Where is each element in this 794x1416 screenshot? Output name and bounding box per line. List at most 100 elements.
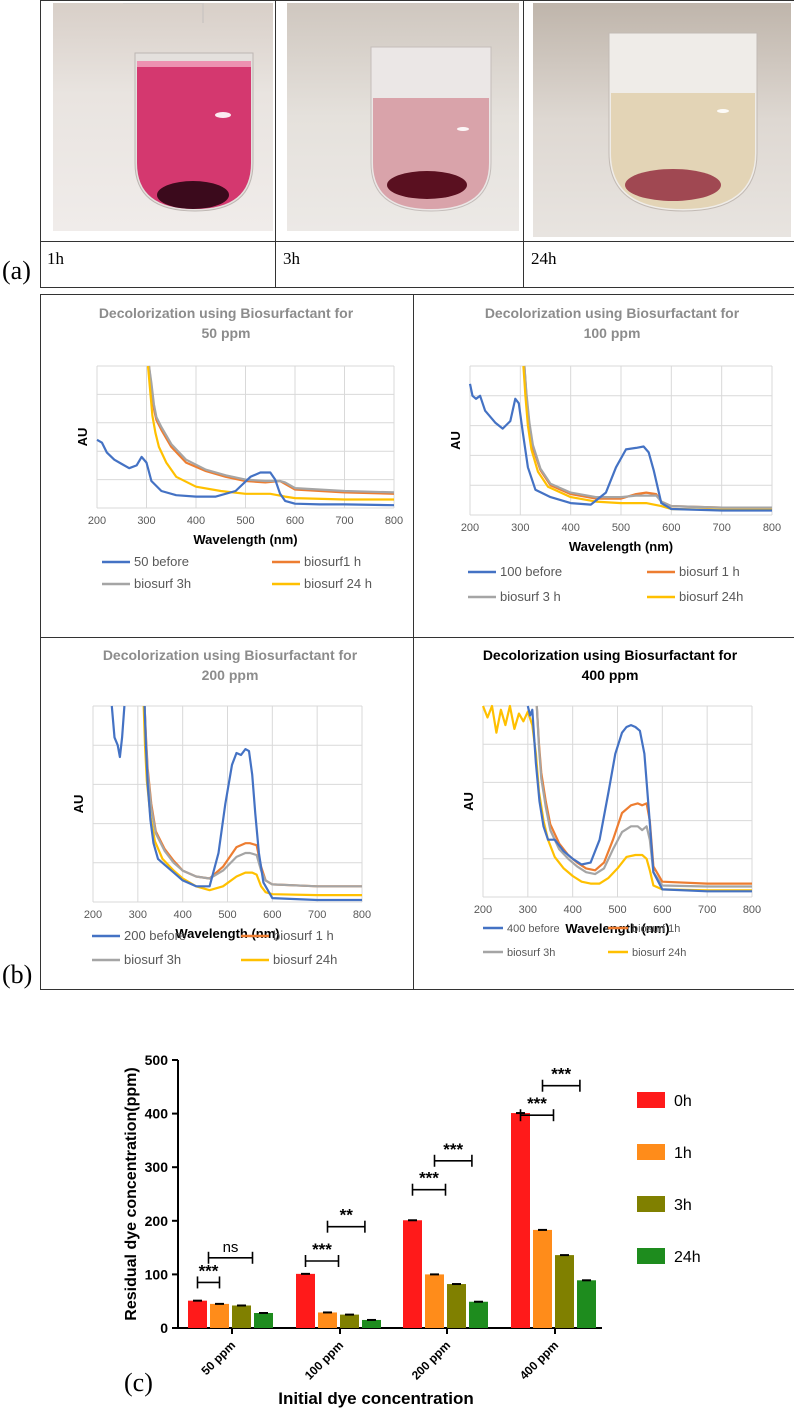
- tick-label: 200: [461, 522, 479, 534]
- caption-3h: 3h: [283, 249, 300, 268]
- tick-label: 500: [236, 515, 254, 527]
- panel-a-table: 1h 3h 24h: [40, 0, 794, 288]
- x-axis-label: Wavelength (nm): [569, 539, 673, 554]
- x-axis-label: Wavelength (nm): [175, 926, 279, 941]
- chart-subtitle: 200 ppm: [202, 667, 259, 683]
- tick-label: 500: [218, 909, 236, 921]
- y-tick-label: 300: [145, 1159, 169, 1175]
- tick-label: 700: [712, 522, 730, 534]
- tick-label: 500: [612, 522, 630, 534]
- panel-label-b: (b): [2, 960, 33, 989]
- tube-photo-3h: [287, 3, 519, 231]
- significance-label: ***: [527, 1094, 547, 1113]
- chart-subtitle: 400 ppm: [582, 667, 639, 683]
- tick-label: 700: [698, 904, 716, 916]
- series-line: [523, 365, 772, 509]
- series-line: [147, 365, 395, 494]
- legend-label: 400 before: [507, 923, 560, 935]
- series-line: [535, 705, 752, 888]
- series-line: [468, 383, 772, 512]
- bar: [469, 1301, 488, 1328]
- legend-swatch: [637, 1144, 665, 1160]
- tick-label: 200: [474, 904, 492, 916]
- series-line: [526, 705, 752, 893]
- tick-label: 800: [763, 522, 781, 534]
- y-tick-label: 0: [160, 1320, 168, 1336]
- chart-title: Decolorization using Biosurfactant for: [103, 647, 358, 663]
- bar: [577, 1280, 596, 1328]
- tick-label: 300: [129, 909, 147, 921]
- tick-label: 700: [335, 515, 353, 527]
- chart-subtitle: 100 ppm: [584, 325, 641, 341]
- legend-label: 200 before: [124, 928, 186, 943]
- legend-label: biosurf 24h: [679, 589, 743, 604]
- tick-label: 300: [519, 904, 537, 916]
- significance-label: ***: [551, 1065, 571, 1084]
- bar: [232, 1305, 251, 1328]
- tick-label: 400: [173, 909, 191, 921]
- line-chart-4: 200 300 400 500 600 700 800 Decolorization usin…: [461, 647, 761, 959]
- line-chart-2: 200 300 400 500 600 700 800 Decolorization usin…: [448, 305, 781, 604]
- bar: [511, 1113, 530, 1328]
- tick-label: 700: [308, 909, 326, 921]
- series-line: [142, 705, 362, 897]
- bar: [533, 1229, 552, 1328]
- legend-label: 0h: [674, 1093, 692, 1110]
- bar: [362, 1319, 381, 1328]
- series-line: [143, 705, 362, 888]
- significance-label: ***: [443, 1140, 463, 1159]
- bar: [318, 1312, 337, 1328]
- bar: [447, 1284, 466, 1328]
- series-line: [481, 704, 752, 892]
- legend-label: biosurf 3h: [124, 952, 181, 967]
- legend-swatch: [637, 1248, 665, 1264]
- series-line: [96, 438, 395, 507]
- chart-title: Decolorization using Biosurfactant for: [99, 305, 354, 321]
- tick-label: 200: [84, 909, 102, 921]
- x-tick-label: 200 ppm: [409, 1338, 453, 1382]
- y-tick-label: 200: [145, 1213, 169, 1229]
- significance-label: ***: [199, 1261, 219, 1280]
- legend-label: biosurf 1h: [632, 923, 680, 935]
- tick-label: 400: [187, 515, 205, 527]
- y-axis-label: AU: [75, 428, 90, 447]
- significance-label: ns: [223, 1239, 239, 1256]
- line-chart-1: 200 300 400 500 600 700 800 Decolorization usin…: [75, 305, 403, 591]
- bar: [254, 1312, 273, 1328]
- legend-label: biosurf 24h: [632, 947, 686, 959]
- residual-dye-bar-chart: 0 100 200 300 400 500 Residual dye concentrati…: [123, 1052, 701, 1408]
- significance-label: ***: [419, 1169, 439, 1188]
- legend-label: 100 before: [500, 564, 562, 579]
- bar: [340, 1314, 359, 1328]
- chart-subtitle: 50 ppm: [201, 325, 250, 341]
- y-tick-label: 400: [145, 1106, 169, 1122]
- panel-label-a: (a): [2, 256, 31, 285]
- x-axis-title: Initial dye concentration: [278, 1389, 474, 1408]
- series-line: [523, 365, 772, 509]
- y-tick-label: 500: [145, 1052, 169, 1068]
- legend-label: 1h: [674, 1145, 692, 1162]
- y-axis-title: Residual dye concentration(ppm): [123, 1067, 140, 1320]
- tick-label: 400: [563, 904, 581, 916]
- x-tick-label: 400 ppm: [517, 1338, 561, 1382]
- legend-label: biosurf1 h: [304, 554, 361, 569]
- caption-1h: 1h: [47, 249, 64, 268]
- tick-label: 600: [286, 515, 304, 527]
- tube-photo-24h: [533, 3, 791, 237]
- legend-label: biosurf 1 h: [273, 928, 334, 943]
- tube-liquid: [137, 61, 251, 209]
- y-axis-label: AU: [448, 431, 463, 450]
- tick-label: 600: [662, 522, 680, 534]
- uv-vis-line-charts: 200 300 400 500 600 700 800 Decolorization usin…: [71, 305, 781, 967]
- tick-label: 500: [608, 904, 626, 916]
- chart-title: Decolorization using Biosurfactant for: [483, 647, 738, 663]
- tick-label: 300: [137, 515, 155, 527]
- y-axis-label: AU: [71, 795, 86, 814]
- tube-photo-1h: [53, 3, 273, 231]
- x-tick-label: 100 ppm: [302, 1338, 346, 1382]
- caption-24h: 24h: [531, 249, 557, 268]
- legend-label: 50 before: [134, 554, 189, 569]
- bar: [403, 1220, 422, 1328]
- series-line: [146, 365, 394, 501]
- tick-label: 400: [561, 522, 579, 534]
